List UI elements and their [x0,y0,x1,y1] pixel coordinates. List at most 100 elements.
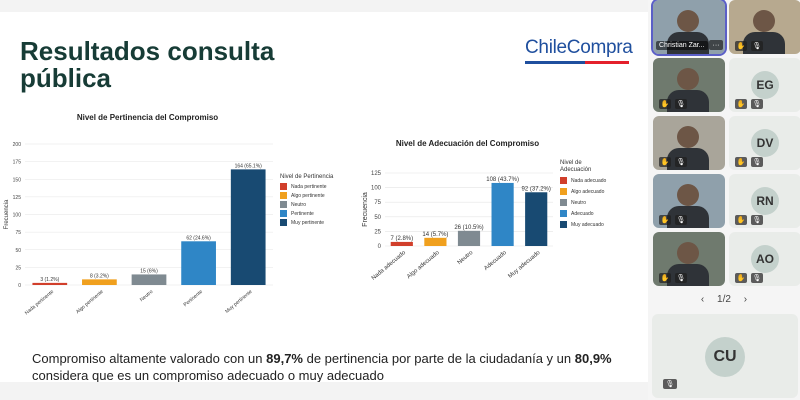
legend-swatch [280,219,287,226]
legend-label: Nada adecuado [571,177,607,184]
chart2-legend: Nivel de Adecuación Nada adecuado Algo ad… [560,160,610,229]
participant-tile[interactable]: AO ✋ 🎙 [729,232,800,286]
slide-summary: Compromiso altamente valorado con un 89,… [32,350,637,384]
legend-item: Algo pertinente [280,192,333,199]
legend-label: Neutro [571,199,587,206]
legend-swatch [280,192,287,199]
pager-label: 1/2 [717,294,731,305]
bar-algo-adecuado [424,237,447,246]
avatar: AO [751,245,779,273]
slide-title: Resultados consulta pública [20,36,275,93]
mic-off-icon: 🎙 [751,157,763,167]
pager-next-button[interactable]: › [743,294,748,305]
y-tick-label: 25 [374,229,381,235]
participant-tile[interactable]: Christian Zar... ··· [651,0,727,56]
shared-slide: Resultados consulta pública ChileCompra … [0,12,648,384]
legend-item: Nada pertinente [280,183,333,190]
legend-label: Adecuado [571,210,594,217]
participant-tile[interactable]: EG ✋ 🎙 [729,58,800,112]
bar-pertinente [181,241,216,285]
chart1-legend: Nivel de Pertinencia Nada pertinente Algo… [280,174,333,226]
y-tick-label: 125 [13,195,22,201]
legend-label: Muy pertinente [291,219,325,226]
legend-label: Algo adecuado [571,188,605,195]
participant-tile-cu[interactable]: CU 🎙 [652,314,798,398]
participant-rail: Christian Zar... ··· ✋ 🎙 ✋ 🎙 EG ✋ 🎙 ✋ 🎙 DV ✋ 🎙 ✋ 🎙 RN ✋ 🎙 ✋… [648,0,800,400]
x-tick-label: Muy pertinente [224,289,253,315]
avatar: RN [751,187,779,215]
data-label: 15 (6%) [140,268,158,274]
legend-label: Muy adecuado [571,221,604,228]
y-tick-label: 200 [13,142,22,148]
stage-footer [0,382,648,400]
pager-prev-button[interactable]: ‹ [700,294,705,305]
legend-item: Muy pertinente [280,219,333,226]
more-options-icon[interactable]: ··· [709,40,723,50]
hand-icon: ✋ [659,273,671,283]
participant-tile[interactable]: ✋ 🎙 [653,116,725,170]
mic-off-icon: 🎙 [751,41,763,51]
mic-off-icon: 🎙 [751,215,763,225]
video-feed [667,206,709,228]
legend-item: Algo adecuado [560,187,610,196]
mic-off-icon: 🎙 [675,99,687,109]
y-tick-label: 0 [18,283,21,289]
data-label: 26 (10.5%) [454,225,483,231]
x-tick-label: Neutro [139,289,155,303]
mic-off-icon: 🎙 [663,379,677,389]
x-tick-label: Neutro [457,250,475,267]
participant-tile[interactable]: ✋ 🎙 [653,232,725,286]
pertinencia-chart: 0 25 50 75 100 125 150 175 200 Frecuencia 3 (1.2%)… [4,142,273,317]
data-label: 3 (1.2%) [40,277,59,283]
hand-icon: ✋ [659,157,671,167]
legend-label: Nada pertinente [291,183,327,190]
data-label: 62 (24.6%) [186,235,211,241]
hand-icon: ✋ [735,99,747,109]
mic-off-icon: 🎙 [675,215,687,225]
bar-nada-pertinente [32,282,68,285]
adecuacion-chart: 0 25 50 75 100 125 Frecuencia 7 (2.8%) Nada adec… [362,171,553,282]
video-feed [743,32,785,54]
avatar: CU [705,337,745,377]
legend-item: Pertinente [280,210,333,217]
x-tick-label: Nada pertinente [24,289,55,317]
bar-adecuado [491,182,514,246]
legend-item: Nada adecuado [560,176,610,185]
legend-label: Algo pertinente [291,192,325,199]
legend-item: Muy adecuado [560,220,610,229]
data-label: 14 (5.7%) [422,232,448,238]
chart2-title: Nivel de Adecuación del Compromiso [395,139,540,148]
y-axis-label: Frecuencia [362,192,369,227]
video-feed [753,10,775,32]
legend-item: Neutro [280,201,333,208]
bar-neutro [131,274,167,285]
video-feed [667,148,709,170]
hand-icon: ✋ [735,215,747,225]
participant-tile[interactable]: ✋ 🎙 [653,174,725,228]
video-feed [667,264,709,286]
hand-icon: ✋ [659,215,671,225]
legend-swatch [280,201,287,208]
video-feed [677,242,699,264]
y-tick-label: 50 [374,215,381,221]
hand-icon: ✋ [735,157,747,167]
y-tick-label: 100 [371,186,382,192]
participant-tile[interactable]: ✋ 🎙 [653,58,725,112]
bar-muy-pertinente [230,169,266,285]
summary-text-2: de pertinencia por parte de la ciudadaní… [303,351,575,366]
avatar: DV [751,129,779,157]
participant-tile[interactable]: RN ✋ 🎙 [729,174,800,228]
participant-name: Christian Zar... [656,41,708,50]
legend-swatch [560,188,567,195]
video-feed [667,90,709,112]
bar-nada-adecuado [390,241,413,246]
video-feed [677,126,699,148]
video-feed [677,184,699,206]
hand-icon: ✋ [735,273,747,283]
y-tick-label: 75 [374,200,381,206]
participant-tile[interactable]: ✋ 🎙 [729,0,800,54]
y-axis-label: Frecuencia [4,199,10,229]
x-tick-label: Muy adecuado [507,250,542,280]
participant-tile[interactable]: DV ✋ 🎙 [729,116,800,170]
